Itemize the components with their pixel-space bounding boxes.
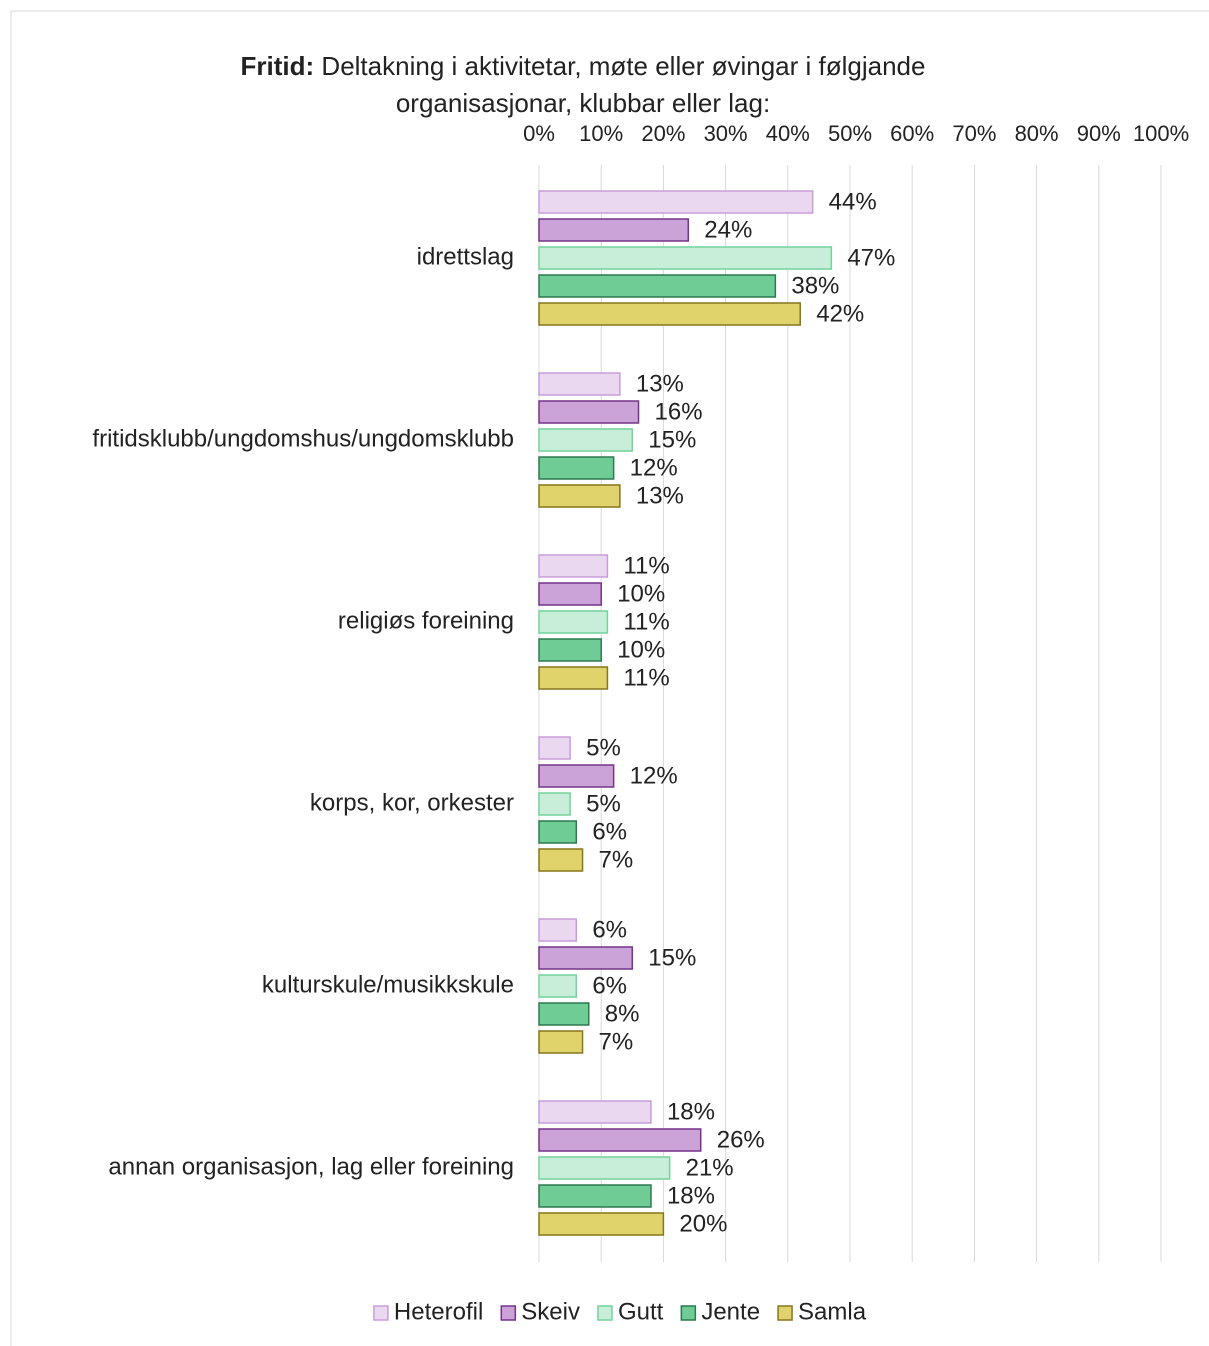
bar — [538, 1128, 702, 1152]
bar — [538, 1184, 652, 1208]
bar — [538, 218, 690, 242]
bar — [538, 484, 621, 508]
x-tick-label: 0% — [523, 121, 555, 146]
data-label: 10% — [617, 636, 665, 663]
title-lead: Fritid: — [240, 51, 315, 81]
data-label: 15% — [648, 944, 696, 971]
data-label: 11% — [623, 552, 669, 579]
data-label: 47% — [847, 244, 895, 271]
data-label: 6% — [592, 818, 627, 845]
legend-swatch — [373, 1305, 389, 1321]
x-tick-label: 20% — [641, 121, 685, 146]
data-label: 12% — [630, 454, 678, 481]
legend-swatch — [597, 1305, 613, 1321]
data-label: 20% — [679, 1210, 727, 1237]
bar — [538, 1002, 590, 1026]
bar — [538, 736, 571, 760]
bar — [538, 246, 833, 270]
data-label: 26% — [717, 1126, 765, 1153]
x-tick-label: 40% — [766, 121, 810, 146]
data-label: 13% — [636, 482, 684, 509]
bar — [538, 974, 578, 998]
data-label: 7% — [599, 1028, 634, 1055]
x-tick-label: 60% — [890, 121, 934, 146]
data-label: 5% — [586, 790, 621, 817]
legend-swatch — [500, 1305, 517, 1321]
bar — [538, 918, 578, 942]
x-tick-label: 10% — [579, 121, 623, 146]
legend-swatch — [777, 1305, 793, 1321]
legend-label: Jente — [701, 1298, 760, 1325]
y-tick-label: korps, kor, orkester — [310, 789, 514, 816]
legend-swatch — [680, 1305, 697, 1321]
data-label: 15% — [648, 426, 696, 453]
legend-label: Skeiv — [521, 1298, 580, 1325]
bar — [538, 456, 615, 480]
bar — [538, 1030, 584, 1054]
bar — [538, 610, 609, 634]
bar — [538, 848, 584, 872]
bar — [538, 1156, 671, 1180]
x-tick-label: 70% — [952, 121, 996, 146]
bar — [538, 764, 615, 788]
data-label: 5% — [586, 734, 621, 761]
bar — [538, 582, 602, 606]
data-label: 24% — [704, 216, 752, 243]
bar — [538, 1212, 665, 1236]
y-tick-label: kulturskule/musikkskule — [262, 971, 514, 998]
bar — [538, 428, 634, 452]
data-label: 38% — [791, 272, 839, 299]
title-text: Deltakning i aktivitetar, møte eller øvi… — [321, 51, 926, 118]
data-label: 18% — [667, 1182, 715, 1209]
data-label: 7% — [599, 846, 634, 873]
x-tick-label: 80% — [1015, 121, 1059, 146]
data-label: 8% — [605, 1000, 640, 1027]
bar — [538, 400, 640, 424]
y-tick-label: religiøs foreining — [338, 607, 514, 634]
x-tick-label: 90% — [1077, 121, 1121, 146]
data-label: 6% — [592, 972, 627, 999]
bar — [538, 554, 609, 578]
bar — [538, 1100, 652, 1124]
y-tick-label: idrettslag — [417, 243, 514, 270]
data-label: 44% — [829, 188, 877, 215]
data-label: 11% — [623, 664, 669, 691]
x-tick-label: 100% — [1133, 121, 1189, 146]
data-label: 6% — [592, 916, 627, 943]
bar — [538, 372, 621, 396]
data-label: 13% — [636, 370, 684, 397]
bar — [538, 274, 777, 298]
chart-title: Fritid: Deltakning i aktivitetar, møte e… — [183, 48, 983, 122]
legend-label: Heterofil — [394, 1298, 483, 1325]
data-label: 16% — [655, 398, 703, 425]
data-label: 18% — [667, 1098, 715, 1125]
data-label: 10% — [617, 580, 665, 607]
bar — [538, 190, 814, 214]
data-label: 21% — [686, 1154, 734, 1181]
y-tick-label: fritidsklubb/ungdomshus/ungdomsklubb — [92, 425, 514, 452]
bar — [538, 666, 609, 690]
bar — [538, 792, 571, 816]
bar — [538, 638, 602, 662]
legend-label: Samla — [798, 1298, 867, 1325]
data-label: 12% — [630, 762, 678, 789]
bar — [538, 820, 578, 844]
y-tick-label: annan organisasjon, lag eller foreining — [108, 1153, 514, 1180]
bar — [538, 302, 801, 326]
bar — [538, 946, 634, 970]
data-label: 42% — [816, 300, 864, 327]
data-label: 11% — [623, 608, 669, 635]
x-tick-label: 50% — [828, 121, 872, 146]
legend-label: Gutt — [618, 1298, 664, 1325]
x-tick-label: 30% — [704, 121, 748, 146]
